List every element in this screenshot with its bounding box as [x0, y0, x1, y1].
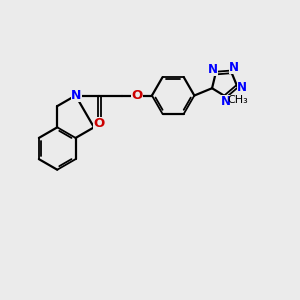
Text: N: N: [208, 63, 218, 76]
Text: O: O: [131, 89, 142, 102]
Text: N: N: [229, 61, 239, 74]
Text: N: N: [221, 95, 231, 108]
Text: O: O: [94, 117, 105, 130]
Text: N: N: [237, 81, 247, 94]
Text: CH₃: CH₃: [228, 95, 248, 105]
Text: N: N: [71, 89, 81, 102]
